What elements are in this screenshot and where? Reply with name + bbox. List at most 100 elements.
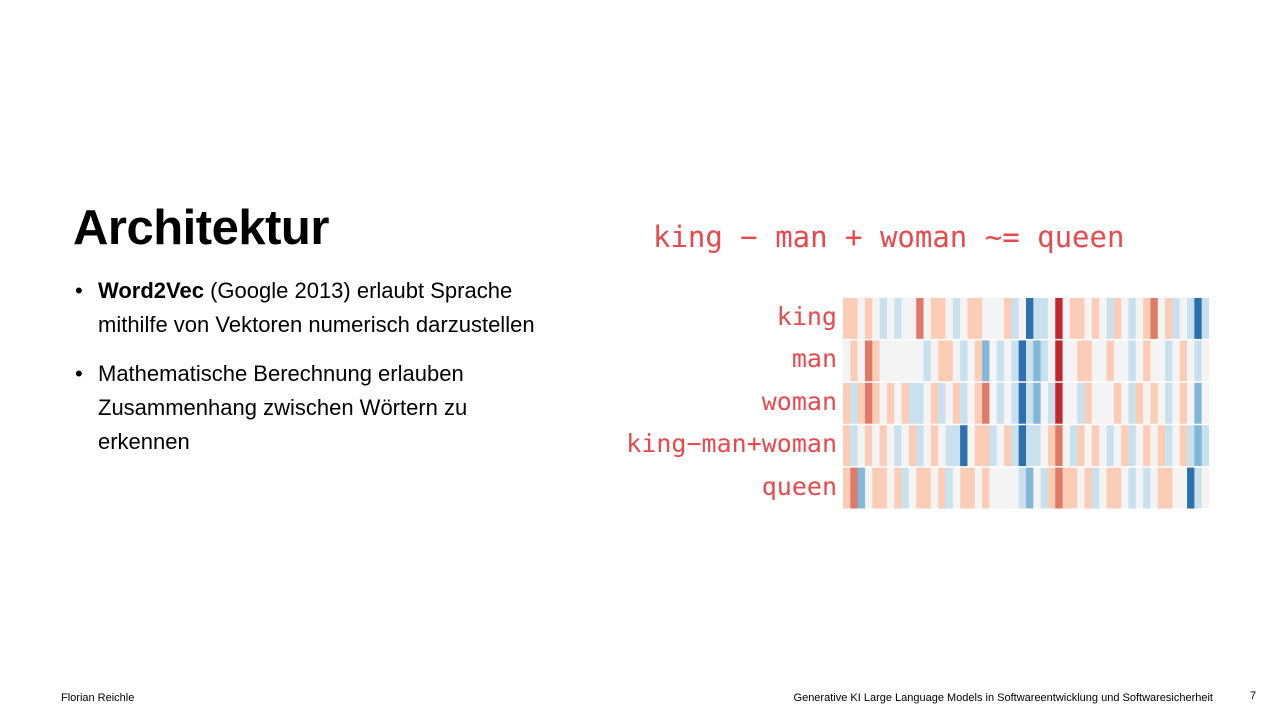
heatmap-cell [1091,340,1100,382]
heatmap-cell [1128,298,1137,339]
heatmap-cell [1165,467,1173,509]
heatmap-cell [1187,340,1195,382]
heatmap-cell [908,340,917,382]
heatmap-cell [916,425,924,467]
heatmap-cell [843,425,851,467]
heatmap-cell [974,298,983,339]
heatmap-cell [1026,340,1034,382]
heatmap-cell [982,425,990,467]
embedding-heatmap [843,298,1209,509]
heatmap-cell [938,382,946,424]
heatmap-cell [945,340,954,382]
heatmap-cell [1011,467,1019,509]
heatmap-cell [901,425,910,467]
heatmap-cell [1135,467,1144,509]
heatmap-cell [982,467,990,509]
heatmap-cell [1150,382,1159,424]
heatmap-cell [1018,467,1027,509]
heatmap-cell [1106,382,1115,424]
heatmap-cell [1084,467,1093,509]
heatmap-row-label: king [776,302,837,331]
footer-author: Florian Reichle [61,692,135,704]
heatmap-cell [1084,382,1093,424]
heatmap-cell [879,425,888,467]
heatmap-cell [1018,340,1027,382]
heatmap-cell [1099,467,1107,509]
heatmap-cell [967,298,976,339]
bullet-symbol: • [75,278,83,303]
heatmap-cell [1091,467,1100,509]
slide-title: Architektur [73,201,329,255]
heatmap-cell [945,382,954,424]
heatmap-cell [1062,467,1071,509]
heatmap-cell [1055,382,1063,424]
heatmap-cell [960,425,968,467]
heatmap-cell [864,340,873,382]
heatmap-cell [1179,340,1188,382]
heatmap-cell [1004,382,1012,424]
heatmap-cell [1069,467,1078,509]
heatmap-cell [864,382,873,424]
heatmap-cell [916,382,924,424]
heatmap-cell [1040,298,1049,339]
heatmap-cell [1033,467,1041,509]
heatmap-row-label: man [791,344,837,374]
footer-course-title: Generative KI Large Language Models in S… [793,692,1213,704]
heatmap-cell [974,382,983,424]
heatmap-cell [1150,467,1159,509]
heatmap-cell [857,340,866,382]
heatmap-cell [1004,425,1012,467]
heatmap-cell [908,467,917,509]
heatmap-cell [843,467,851,509]
heatmap-cell [1143,298,1151,339]
heatmap-cell [864,467,873,509]
heatmap-cell [1179,425,1188,467]
heatmap-cell [1084,340,1093,382]
heatmap-cell [1172,467,1181,509]
heatmap-cell [850,298,858,339]
heatmap-cell [1135,382,1144,424]
heatmap-cell [850,382,858,424]
heatmap-cell [1187,425,1195,467]
heatmap-cell [850,467,858,509]
heatmap-cell [1157,340,1166,382]
heatmap-cell [864,425,873,467]
heatmap-cell [1106,425,1115,467]
heatmap-cell [982,298,990,339]
heatmap-cell [894,340,902,382]
heatmap-cell [1040,425,1049,467]
heatmap-cell [1128,382,1137,424]
heatmap-cell [1194,467,1202,509]
heatmap-cell [1062,340,1071,382]
heatmap-cell [1047,467,1056,509]
heatmap-row-label: woman [761,386,837,416]
heatmap-cell [1026,467,1034,509]
heatmap-cell [952,425,961,467]
heatmap-cell [1135,298,1144,339]
heatmap-cell [952,340,961,382]
heatmap-cell [960,298,968,339]
heatmap-cell [843,340,851,382]
heatmap-cell [857,382,866,424]
heatmap-cell [1194,298,1202,339]
heatmap-cell [901,467,910,509]
heatmap-cell [1187,298,1195,339]
heatmap-cell [930,298,939,339]
heatmap-cell [1055,425,1063,467]
heatmap-cell [989,298,998,339]
heatmap-cell [974,467,983,509]
heatmap-cell [1084,298,1093,339]
heatmap-cell [894,425,902,467]
page-number: 7 [1250,690,1257,702]
heatmap-cell [908,298,917,339]
heatmap-cell [879,467,888,509]
heatmap-cell [1055,467,1063,509]
heatmap-cell [1062,382,1071,424]
heatmap-cell [886,425,895,467]
heatmap-cell [1165,425,1173,467]
word-vector-figure: king − man + woman ~= queen king man woman… [605,218,1220,518]
bullet-text: (Google 2013) erlaubt Sprache mithilfe v… [98,278,535,337]
heatmap-cell [1004,467,1012,509]
heatmap-cell [1018,382,1027,424]
